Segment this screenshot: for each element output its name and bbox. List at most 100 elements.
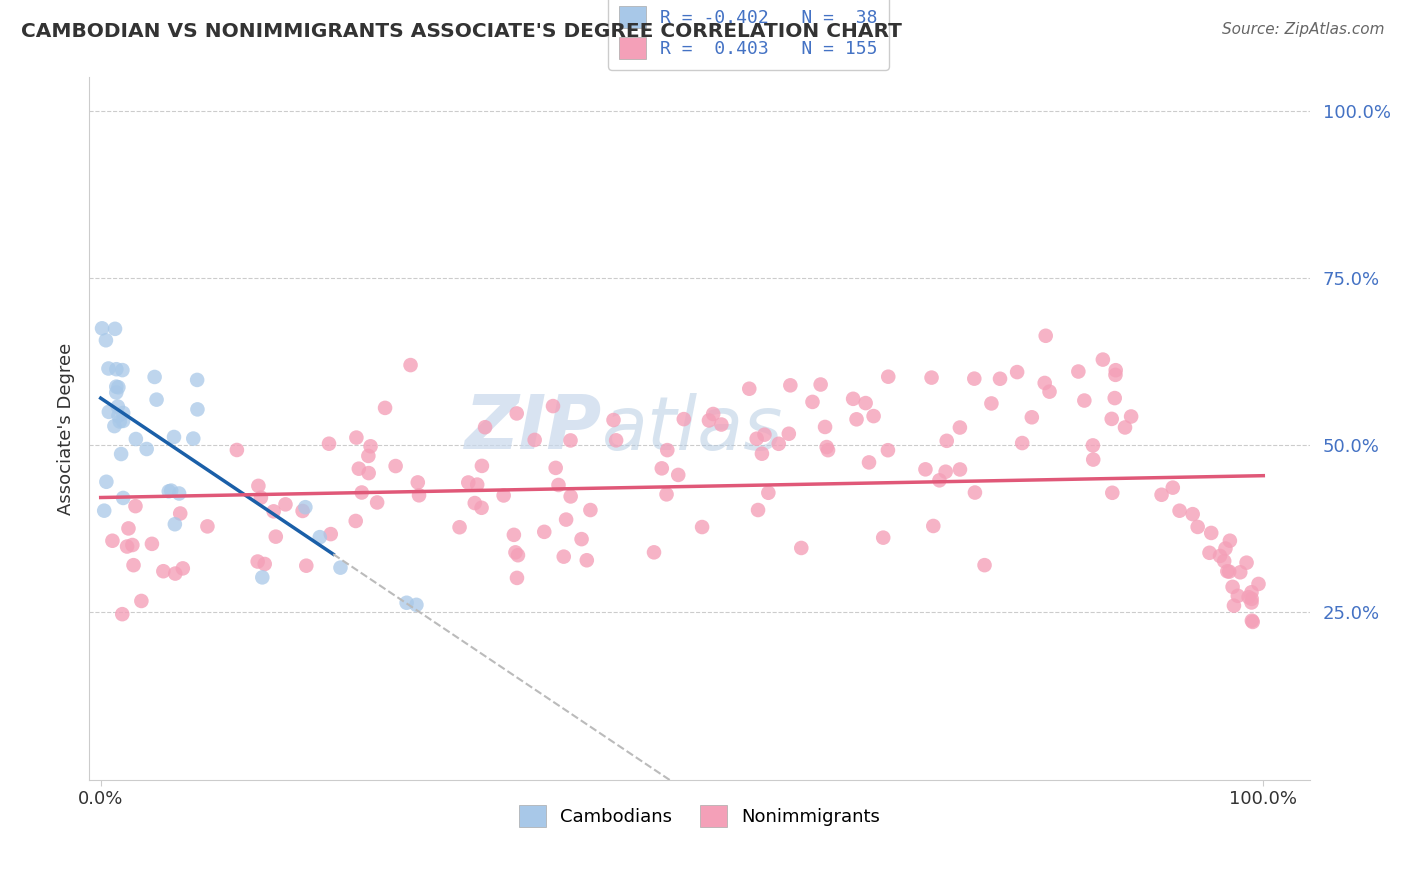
- Point: [157, 484, 180, 499]
- Point: [980, 396, 1002, 410]
- Point: [745, 432, 768, 446]
- Point: [107, 409, 129, 423]
- Point: [103, 419, 125, 434]
- Point: [105, 385, 128, 400]
- Point: [672, 412, 695, 426]
- Point: [1223, 599, 1246, 613]
- Point: [1083, 452, 1105, 467]
- Point: [97, 361, 120, 376]
- Point: [96, 475, 118, 489]
- Point: [1181, 507, 1204, 521]
- Point: [963, 371, 986, 385]
- Point: [112, 414, 135, 428]
- Point: [94, 333, 117, 347]
- Point: [384, 458, 406, 473]
- Point: [125, 432, 148, 446]
- Point: [1101, 485, 1123, 500]
- Point: [862, 409, 884, 423]
- Point: [949, 462, 972, 476]
- Point: [738, 382, 761, 396]
- Point: [575, 553, 598, 567]
- Point: [973, 558, 995, 573]
- Point: [465, 477, 488, 491]
- Point: [988, 372, 1011, 386]
- Point: [111, 607, 134, 622]
- Y-axis label: Associate's Degree: Associate's Degree: [58, 343, 75, 515]
- Point: [1237, 590, 1260, 604]
- Point: [291, 504, 314, 518]
- Point: [1198, 546, 1220, 560]
- Point: [274, 497, 297, 511]
- Point: [935, 434, 957, 448]
- Point: [547, 478, 569, 492]
- Point: [697, 413, 720, 427]
- Point: [702, 407, 724, 421]
- Point: [408, 488, 430, 502]
- Point: [366, 495, 388, 509]
- Point: [112, 491, 135, 505]
- Point: [1199, 525, 1222, 540]
- Text: CAMBODIAN VS NONIMMIGRANTS ASSOCIATE'S DEGREE CORRELATION CHART: CAMBODIAN VS NONIMMIGRANTS ASSOCIATE'S D…: [21, 22, 903, 41]
- Point: [845, 412, 868, 426]
- Point: [105, 362, 128, 376]
- Point: [1215, 541, 1237, 556]
- Point: [779, 378, 801, 392]
- Point: [747, 503, 769, 517]
- Point: [252, 570, 274, 584]
- Point: [810, 377, 832, 392]
- Point: [492, 488, 515, 502]
- Point: [657, 443, 679, 458]
- Point: [756, 485, 779, 500]
- Point: [1114, 420, 1136, 434]
- Point: [344, 514, 367, 528]
- Point: [131, 594, 153, 608]
- Point: [1021, 410, 1043, 425]
- Point: [505, 545, 527, 559]
- Point: [294, 500, 316, 515]
- Point: [263, 504, 285, 518]
- Point: [329, 560, 352, 574]
- Point: [921, 370, 943, 384]
- Point: [768, 437, 790, 451]
- Point: [502, 528, 524, 542]
- Point: [110, 447, 132, 461]
- Point: [197, 519, 219, 533]
- Point: [523, 433, 546, 447]
- Point: [815, 440, 838, 454]
- Point: [471, 500, 494, 515]
- Point: [801, 395, 824, 409]
- Text: ZIP: ZIP: [464, 392, 602, 465]
- Point: [399, 358, 422, 372]
- Point: [506, 548, 529, 562]
- Point: [541, 399, 564, 413]
- Point: [165, 566, 187, 581]
- Point: [914, 462, 936, 476]
- Point: [1035, 328, 1057, 343]
- Point: [1081, 438, 1104, 452]
- Point: [553, 549, 575, 564]
- Point: [655, 487, 678, 501]
- Point: [250, 491, 273, 505]
- Point: [533, 524, 555, 539]
- Point: [1219, 533, 1241, 548]
- Point: [1187, 520, 1209, 534]
- Point: [318, 436, 340, 450]
- Point: [246, 555, 269, 569]
- Point: [101, 533, 124, 548]
- Point: [1150, 488, 1173, 502]
- Point: [449, 520, 471, 534]
- Point: [560, 434, 582, 448]
- Point: [112, 406, 135, 420]
- Point: [172, 561, 194, 575]
- Point: [1119, 409, 1142, 424]
- Point: [163, 517, 186, 532]
- Point: [247, 479, 270, 493]
- Point: [754, 427, 776, 442]
- Point: [124, 499, 146, 513]
- Point: [169, 507, 191, 521]
- Point: [344, 431, 367, 445]
- Point: [1038, 384, 1060, 399]
- Point: [167, 486, 190, 500]
- Point: [1241, 615, 1264, 629]
- Point: [602, 413, 624, 427]
